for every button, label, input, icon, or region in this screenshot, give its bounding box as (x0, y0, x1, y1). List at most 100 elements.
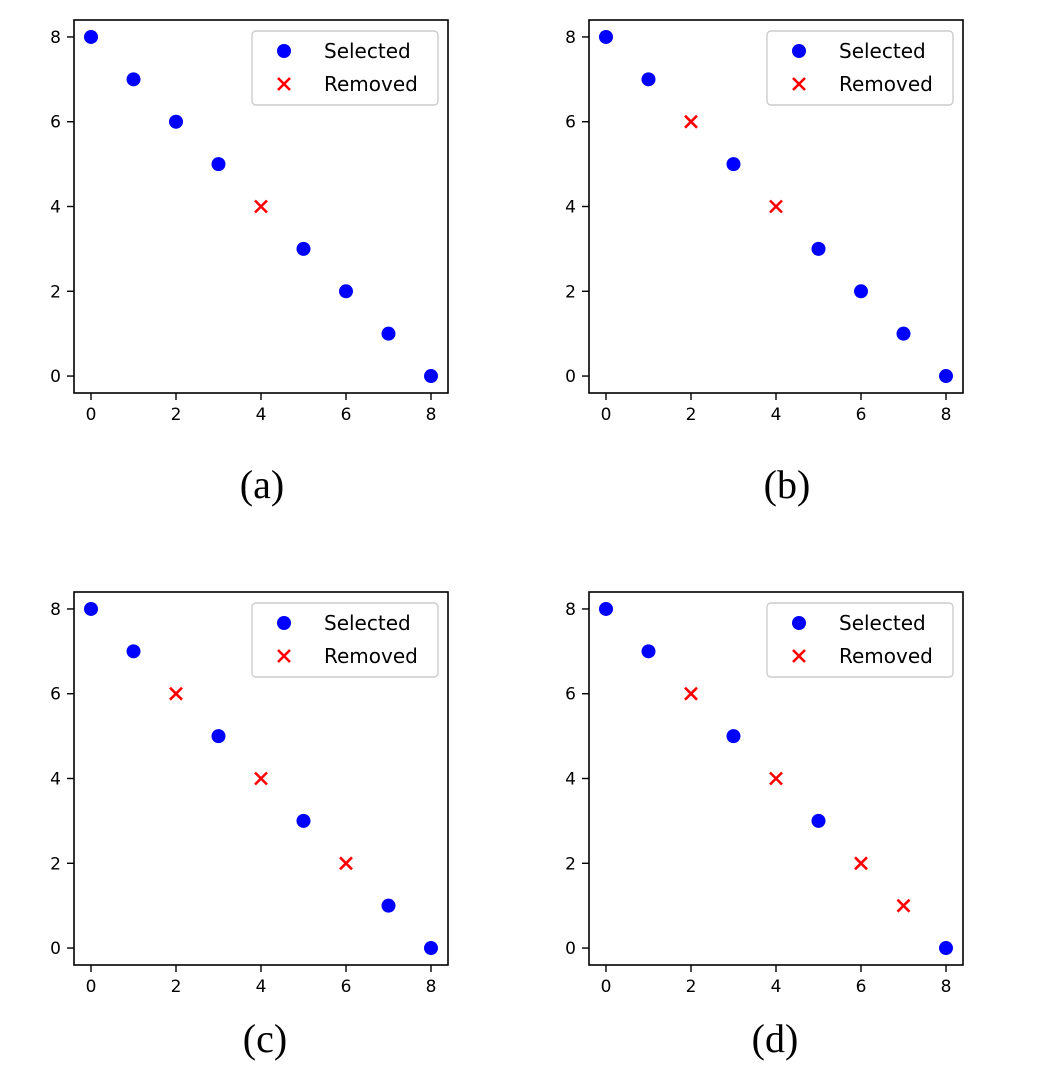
legend-removed-marker (792, 649, 806, 663)
legend-removed-label: Removed (324, 644, 418, 668)
y-tick-label: 2 (50, 282, 61, 302)
x-tick-label: 2 (171, 977, 182, 997)
x-tick-label: 2 (686, 977, 697, 997)
selected-point (939, 941, 953, 956)
legend-removed-label: Removed (839, 72, 933, 96)
selected-point (126, 72, 141, 87)
removed-marker-stroke (254, 771, 268, 786)
x-tick-label: 6 (856, 977, 867, 997)
x-tick-label: 8 (941, 977, 952, 997)
x-tick-label: 8 (426, 405, 437, 425)
x-tick-label: 0 (86, 977, 97, 997)
x-tick-label: 0 (601, 405, 612, 425)
removed-point (769, 199, 783, 214)
removed-point (769, 771, 783, 786)
legend-removed-marker (277, 649, 291, 663)
removed-marker-stroke (769, 199, 783, 214)
selected-point (296, 241, 311, 256)
x-tick-label: 8 (941, 405, 952, 425)
selected-point (726, 157, 741, 172)
legend-selected-marker (277, 44, 291, 58)
selected-point (424, 941, 438, 956)
y-tick-label: 6 (50, 113, 61, 133)
removed-marker-stroke (896, 898, 911, 913)
removed-point (254, 199, 268, 214)
x-tick-label: 6 (341, 977, 352, 997)
selected-point (339, 284, 353, 299)
legend-box (766, 602, 954, 678)
y-tick-label: 8 (50, 28, 61, 48)
removed-marker-stroke (277, 649, 291, 663)
x-tick-label: 4 (771, 405, 782, 425)
selected-point (854, 284, 868, 299)
chart-panel-b: 0 2 4 6 8 0 2 4 6 8 Selected Removed (b) (565, 19, 964, 507)
y-tick-label: 8 (565, 600, 576, 620)
x-tick-label: 2 (171, 405, 182, 425)
removed-marker-stroke (854, 856, 868, 871)
selected-point (726, 729, 741, 744)
removed-marker-stroke (684, 686, 698, 701)
removed-point (339, 856, 353, 871)
removed-marker-stroke (769, 771, 783, 786)
removed-point (684, 686, 698, 701)
y-tick-label: 0 (565, 367, 576, 387)
selected-point (84, 29, 98, 44)
selected-point (381, 898, 396, 913)
selected-point (296, 813, 311, 828)
removed-point (254, 771, 268, 786)
legend-selected-label: Selected (324, 39, 411, 63)
legend: Selected Removed (766, 602, 954, 678)
y-tick-label: 2 (565, 854, 576, 874)
chart-panel-d: 0 2 4 6 8 0 2 4 6 8 Selected Removed (d) (565, 591, 964, 1061)
y-tick-label: 6 (565, 113, 576, 133)
legend-selected-label: Selected (839, 39, 926, 63)
chart-panel-a: 0 2 4 6 8 0 2 4 6 8 Selected Removed (a) (50, 19, 449, 507)
legend-box (251, 30, 439, 106)
selected-point (811, 813, 826, 828)
selected-point (641, 72, 656, 87)
y-tick-label: 4 (565, 198, 576, 218)
y-tick-label: 0 (50, 939, 61, 959)
selected-point (811, 241, 826, 256)
selected-point (84, 601, 98, 616)
removed-marker-stroke (254, 199, 268, 214)
selected-point (211, 157, 226, 172)
x-tick-label: 0 (86, 405, 97, 425)
panel-caption: (a) (240, 462, 284, 507)
selected-point (211, 729, 226, 744)
removed-marker-stroke (792, 649, 806, 663)
legend-removed-marker (277, 77, 291, 91)
y-tick-label: 4 (50, 198, 61, 218)
removed-marker-stroke (277, 77, 291, 91)
removed-marker-stroke (339, 856, 353, 871)
y-tick-label: 0 (565, 939, 576, 959)
selected-point (424, 369, 438, 384)
y-tick-label: 4 (50, 770, 61, 790)
legend-selected-marker (792, 616, 806, 630)
legend-removed-label: Removed (839, 644, 933, 668)
legend-box (766, 30, 954, 106)
x-tick-label: 0 (601, 977, 612, 997)
removed-point (896, 898, 911, 913)
panel-caption: (b) (764, 462, 811, 507)
removed-marker-stroke (684, 114, 698, 129)
selected-point (641, 644, 656, 659)
y-tick-label: 6 (565, 685, 576, 705)
legend-selected-label: Selected (324, 611, 411, 635)
chart-panel-c: 0 2 4 6 8 0 2 4 6 8 Selected Removed (c) (50, 591, 449, 1061)
removed-point (854, 856, 868, 871)
selected-point (896, 326, 911, 341)
x-tick-label: 6 (341, 405, 352, 425)
selected-point (126, 644, 141, 659)
legend: Selected Removed (251, 30, 439, 106)
x-tick-label: 4 (256, 977, 267, 997)
selected-point (381, 326, 396, 341)
y-tick-label: 8 (50, 600, 61, 620)
y-tick-label: 4 (565, 770, 576, 790)
x-tick-label: 2 (686, 405, 697, 425)
selected-point (169, 114, 183, 129)
removed-marker-stroke (792, 77, 806, 91)
x-tick-label: 8 (426, 977, 437, 997)
y-tick-label: 2 (565, 282, 576, 302)
